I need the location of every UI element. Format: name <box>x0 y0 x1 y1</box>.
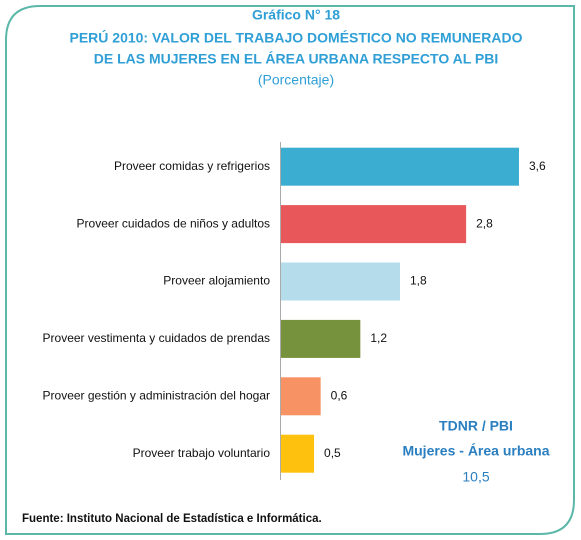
category-label: Proveer alojamiento <box>163 274 270 288</box>
bar <box>281 434 315 473</box>
chart-title: Gráfico N° 18 <box>252 7 340 23</box>
value-label: 1,8 <box>410 274 427 288</box>
value-label: 2,8 <box>476 216 493 230</box>
source: Fuente: Instituto Nacional de Estadístic… <box>22 513 322 525</box>
category-label: Proveer cuidados de niños y adultos <box>77 216 270 230</box>
category-label: Proveer vestimenta y cuidados de prendas <box>43 331 270 345</box>
category-label: Proveer comidas y refrigerios <box>114 159 270 173</box>
category-label: Proveer trabajo voluntario <box>133 446 271 460</box>
annotation: TDNR / PBI <box>439 418 513 434</box>
value-label: 3,6 <box>529 159 546 173</box>
value-label: 0,6 <box>331 388 348 402</box>
category-label: Proveer gestión y administración del hog… <box>43 388 270 402</box>
chart-subtitle: PERÚ 2010: VALOR DEL TRABAJO DOMÉSTICO N… <box>70 29 523 46</box>
value-label: 0,5 <box>324 446 341 460</box>
bar <box>281 147 519 186</box>
bar <box>281 377 321 416</box>
bar <box>281 319 361 358</box>
value-label: 1,2 <box>370 331 387 345</box>
bar <box>281 205 467 244</box>
annotation: 10,5 <box>462 469 489 485</box>
annotation: Mujeres - Área urbana <box>402 443 549 459</box>
chart-subtitle: DE LAS MUJERES EN EL ÁREA URBANA RESPECT… <box>94 51 499 67</box>
chart-subtitle: (Porcentaje) <box>258 72 334 88</box>
bar <box>281 262 400 301</box>
